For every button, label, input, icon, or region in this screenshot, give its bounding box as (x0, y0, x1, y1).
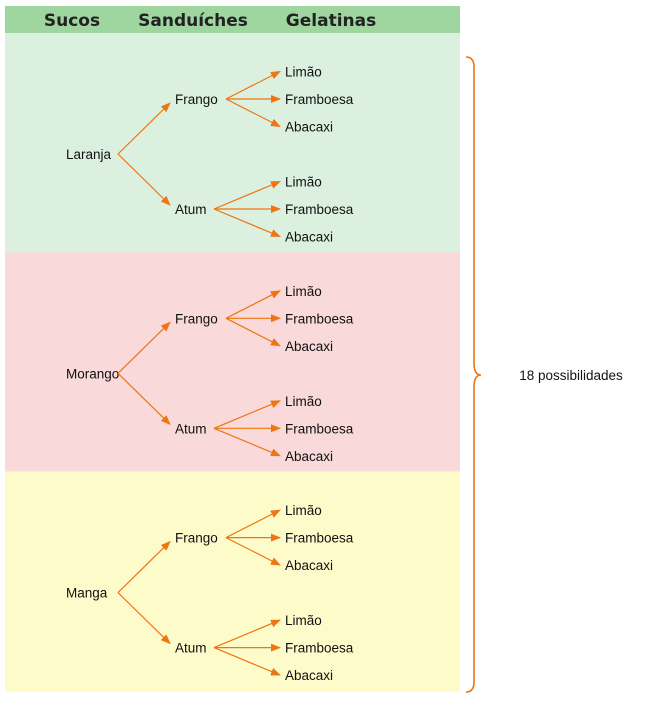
header-sucos: Sucos (44, 11, 100, 31)
gelatin-label: Limão (285, 503, 322, 518)
sandwich-label: Frango (175, 92, 218, 107)
gelatin-label: Limão (285, 284, 322, 299)
branch-arrow (213, 180, 281, 210)
branch-arrow (225, 317, 281, 347)
sandwich-label: Atum (175, 202, 207, 217)
gelatin-label: Abacaxi (285, 120, 333, 135)
gelatin-label: Limão (285, 175, 322, 190)
branch-arrow (117, 321, 171, 374)
branch-arrow (117, 102, 171, 155)
sandwich-label: Frango (175, 311, 218, 326)
header-bar (5, 6, 460, 33)
total-possibilities-label: 18 possibilidades (519, 368, 623, 383)
branch-arrow (213, 427, 281, 457)
gelatin-label: Framboesa (285, 641, 354, 656)
gelatin-label: Framboesa (285, 92, 354, 107)
sandwich-label: Atum (175, 421, 207, 436)
gelatin-label: Framboesa (285, 531, 354, 546)
gelatin-label: Framboesa (285, 202, 354, 217)
juice-label: Morango (66, 366, 119, 381)
gelatin-label: Limão (285, 65, 322, 80)
brace-icon (465, 56, 482, 693)
gelatin-label: Abacaxi (285, 449, 333, 464)
branch-arrow (117, 592, 171, 645)
branch-arrow (213, 647, 281, 676)
group-band (5, 471, 460, 692)
header-sanduiches: Sanduíches (138, 11, 248, 31)
branch-arrow (225, 290, 281, 319)
gelatin-label: Limão (285, 613, 322, 628)
group-band (5, 252, 460, 472)
juice-label: Manga (66, 586, 108, 601)
gelatin-label: Framboesa (285, 311, 354, 326)
branch-arrow (213, 208, 281, 238)
gelatin-label: Abacaxi (285, 668, 333, 683)
branch-arrow (117, 372, 171, 426)
gelatin-label: Limão (285, 394, 322, 409)
branch-arrow (225, 537, 281, 566)
branch-arrow (213, 400, 281, 429)
sandwich-label: Atum (175, 641, 207, 656)
header-gelatinas: Gelatinas (286, 11, 376, 31)
gelatin-label: Framboesa (285, 421, 354, 436)
gelatin-label: Abacaxi (285, 230, 333, 245)
branch-arrow (117, 540, 171, 594)
tree-branches: Laranja Frango Limão Framboesa Abacaxi Atum Li… (66, 65, 354, 684)
branch-arrow (117, 153, 171, 206)
branch-arrow (213, 619, 281, 649)
branch-arrow (225, 98, 281, 128)
group-bands (5, 33, 460, 692)
gelatin-label: Abacaxi (285, 558, 333, 573)
gelatin-label: Abacaxi (285, 339, 333, 354)
branch-arrow (225, 509, 281, 539)
group-band (5, 33, 460, 253)
juice-label: Laranja (66, 147, 112, 162)
sandwich-label: Frango (175, 531, 218, 546)
branch-arrow (225, 70, 281, 100)
